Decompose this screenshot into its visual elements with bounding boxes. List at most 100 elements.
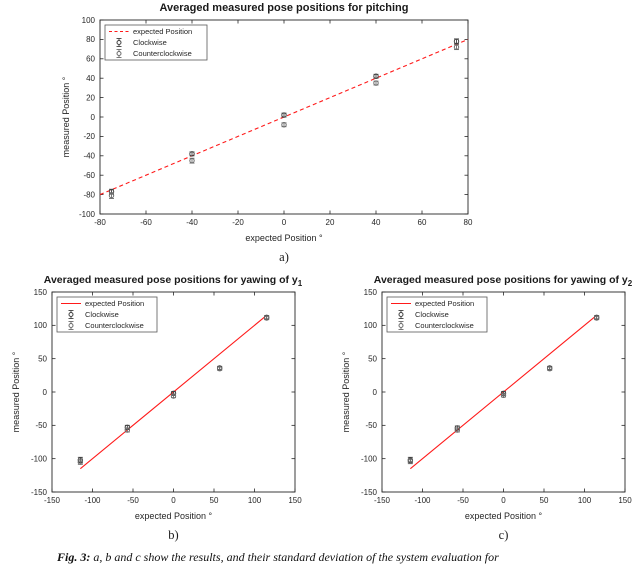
- y-tick-label: -150: [31, 488, 48, 497]
- data-point-counterclockwise: [453, 44, 460, 50]
- panel-label-a: a): [279, 250, 289, 264]
- x-tick-label: 100: [248, 496, 262, 505]
- y-tick-label: -100: [79, 210, 96, 219]
- legend-box: [386, 296, 488, 333]
- data-point-counterclockwise: [189, 157, 195, 164]
- chart-title-pitching: Averaged measured pose positions for pit…: [100, 0, 468, 16]
- y-axis-label: measured Position °: [61, 76, 71, 157]
- y-tick-label: -150: [361, 488, 378, 497]
- y-tick-label: 150: [364, 288, 378, 297]
- data-point-counterclockwise: [546, 365, 553, 372]
- chart-title-yawing-y2: Averaged measured pose positions for yaw…: [363, 272, 640, 288]
- data-point-counterclockwise: [407, 458, 414, 465]
- y-tick-label: 100: [82, 16, 96, 25]
- data-point-clockwise: [453, 38, 460, 45]
- legend-marker-sample: [68, 312, 74, 317]
- x-tick-label: -20: [232, 218, 244, 227]
- pitching-plot: -80 -60 -40 -20 0 20 40 60 80-100-80-60-40-20020…: [61, 16, 473, 243]
- x-tick-label: 20: [326, 218, 335, 227]
- legend-label-clockwise: Clockwise: [415, 310, 449, 319]
- x-tick-label: -100: [414, 496, 431, 505]
- data-point-counterclockwise: [77, 459, 84, 465]
- y-tick-label: 100: [364, 321, 378, 330]
- x-tick-label: -100: [84, 496, 101, 505]
- panel-label-c: c): [498, 528, 509, 542]
- legend-label-expected: expected Position: [133, 27, 192, 36]
- legend-box: [104, 24, 208, 61]
- data-point-counterclockwise: [108, 192, 115, 199]
- data-point-counterclockwise: [216, 365, 223, 372]
- panel-label-b: b): [168, 528, 179, 542]
- data-point-counterclockwise: [263, 315, 270, 321]
- y-tick-label: 60: [86, 55, 95, 64]
- data-point-counterclockwise: [373, 80, 379, 86]
- legend-label-counterclockwise: Counterclockwise: [415, 321, 474, 330]
- chart-title-text: Averaged measured pose positions for yaw…: [373, 274, 628, 286]
- x-tick-label: 0: [501, 496, 506, 505]
- yawing-y2-plot: -150 -100 -50 0 50 100 150 -150 -100 -50 0 50 100 150…: [341, 288, 632, 521]
- chart-title-yawing-y1: Averaged measured pose positions for yaw…: [33, 272, 313, 288]
- x-tick-label: -50: [457, 496, 469, 505]
- x-axis-label: expected Position °: [135, 511, 213, 521]
- y-axis-label: measured Position °: [341, 351, 351, 432]
- y-tick-label: 100: [34, 321, 48, 330]
- y-tick-label: 150: [34, 288, 48, 297]
- caption-label: Fig. 3:: [57, 550, 91, 564]
- x-tick-label: 50: [540, 496, 549, 505]
- legend-label-expected: expected Position: [85, 299, 144, 308]
- chart-title-subscript: 2: [627, 279, 633, 289]
- x-tick-label: -50: [127, 496, 139, 505]
- chart-title-text: Averaged measured pose positions for pit…: [159, 2, 409, 14]
- y-tick-label: -100: [31, 454, 48, 463]
- x-tick-label: -150: [374, 496, 391, 505]
- x-tick-label: -80: [94, 218, 106, 227]
- legend-label-counterclockwise: Counterclockwise: [85, 321, 144, 330]
- y-tick-label: -50: [365, 421, 377, 430]
- x-tick-label: -150: [44, 496, 61, 505]
- legend-marker-sample: [398, 312, 404, 317]
- legend-marker-sample: [116, 51, 122, 56]
- panel-a-pitching: Averaged measured pose positions for pit…: [58, 0, 478, 265]
- legend-box: [56, 296, 158, 333]
- yawing-y1-plot: -150 -100 -50 0 50 100 150 -150 -100 -50 0 50 100 150…: [11, 288, 302, 521]
- x-tick-label: 50: [210, 496, 219, 505]
- legend-label-clockwise: Clockwise: [85, 310, 119, 319]
- y-tick-label: -60: [83, 171, 95, 180]
- y-tick-label: 0: [43, 388, 48, 397]
- data-point-clockwise: [189, 151, 195, 157]
- data-point-clockwise: [373, 73, 379, 79]
- x-axis-label: expected Position °: [245, 233, 323, 243]
- y-tick-label: 20: [86, 93, 95, 102]
- data-point-counterclockwise: [593, 315, 600, 321]
- legend-marker-sample: [398, 323, 404, 328]
- legend-label-clockwise: Clockwise: [133, 38, 167, 47]
- chart-title-subscript: 1: [297, 279, 303, 289]
- x-tick-label: 40: [372, 218, 381, 227]
- x-tick-label: 0: [171, 496, 176, 505]
- y-axis-label: measured Position °: [11, 351, 21, 432]
- legend-label-expected: expected Position: [415, 299, 474, 308]
- legend-marker-sample: [68, 323, 74, 328]
- y-tick-label: 50: [38, 354, 47, 363]
- x-tick-label: 60: [418, 218, 427, 227]
- data-point-counterclockwise: [281, 122, 287, 128]
- data-point-counterclockwise: [454, 427, 461, 433]
- figure-caption: Fig. 3: a, b and c show the results, and…: [57, 550, 602, 565]
- legend-label-counterclockwise: Counterclockwise: [133, 49, 192, 58]
- x-tick-label: 80: [464, 218, 473, 227]
- y-tick-label: -20: [83, 132, 95, 141]
- y-tick-label: -80: [83, 190, 95, 199]
- x-tick-label: 150: [288, 496, 302, 505]
- x-tick-label: -60: [140, 218, 152, 227]
- y-tick-label: 0: [373, 388, 378, 397]
- chart-title-text: Averaged measured pose positions for yaw…: [43, 274, 298, 286]
- x-tick-label: 100: [578, 496, 592, 505]
- caption-text: a, b and c show the results, and their s…: [93, 550, 499, 564]
- panel-b-yawing-y1: Averaged measured pose positions for yaw…: [8, 272, 313, 543]
- x-axis-label: expected Position °: [465, 511, 543, 521]
- y-tick-label: -50: [35, 421, 47, 430]
- x-tick-label: 150: [618, 496, 632, 505]
- data-point-counterclockwise: [124, 427, 131, 433]
- x-tick-label: 0: [282, 218, 287, 227]
